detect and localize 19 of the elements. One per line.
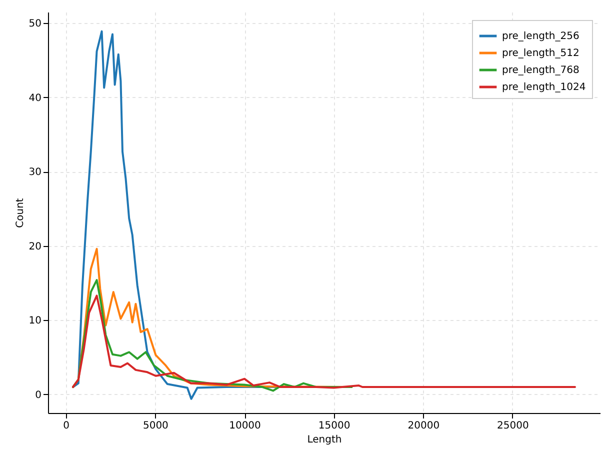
x-axis-title: Length [307,434,342,446]
legend-label: pre_length_1024 [502,82,586,93]
x-tick-label: 0 [63,420,70,432]
y-tick-label: 20 [28,241,42,252]
line-series [72,294,576,389]
x-tick-label: 5000 [142,420,168,432]
legend-label: pre_length_768 [502,65,580,76]
y-tick-label: 40 [28,92,42,104]
x-tick-label: 15000 [318,420,350,432]
x-tick-label: 25000 [497,420,529,432]
y-tick-label: 10 [28,316,42,327]
y-tick-label: 30 [28,167,42,178]
legend-label: pre_length_512 [502,48,580,59]
x-tick-label: 10000 [229,420,261,432]
x-tick-label: 20000 [408,420,440,432]
y-axis-title: Count [14,198,26,228]
y-tick-label: 50 [28,18,42,30]
y-tick-label: 0 [35,390,42,401]
legend-label: pre_length_256 [502,31,580,42]
